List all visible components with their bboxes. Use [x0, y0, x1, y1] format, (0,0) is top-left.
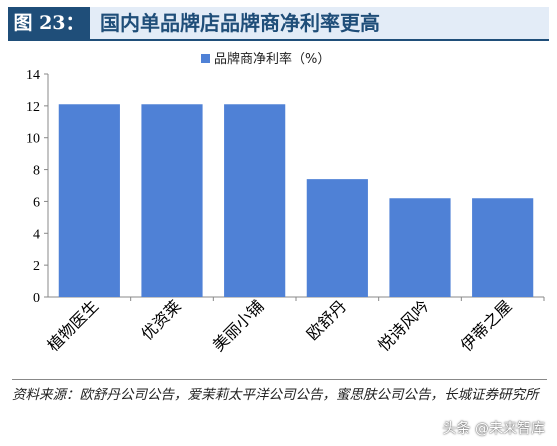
bar	[472, 198, 534, 297]
bar	[58, 104, 120, 297]
y-tick-label: 0	[33, 291, 40, 306]
bar	[389, 198, 451, 297]
y-tick-label: 10	[26, 132, 40, 147]
x-tick-label: 优资莱	[137, 296, 184, 343]
x-tick-label: 美丽小铺	[209, 296, 268, 355]
source-note: 资料来源：欧舒丹公司公告，爱茉莉太平洋公司公告，蜜思肤公司公告，长城证券研究所	[12, 379, 547, 408]
x-tick-label: 伊蒂之屋	[457, 296, 516, 355]
figure-title: 国内单品牌店品牌商净利率更高	[100, 11, 380, 35]
legend-swatch	[201, 54, 210, 63]
y-tick-label: 8	[33, 164, 40, 179]
y-tick-label: 12	[26, 100, 40, 115]
watermark: 头条 @未来智库	[442, 421, 545, 437]
bar	[306, 179, 368, 297]
bar-chart: 品牌商净利率（%） 0 2 4 6 8 10 12 14 植物医生 优资莱 美丽小铺 欧舒丹 悦诗风吟 伊蒂…	[26, 51, 545, 355]
y-tick-label: 6	[33, 195, 40, 210]
title-bar: 图 23： 国内单品牌店品牌商净利率更高	[8, 7, 549, 41]
legend-label: 品牌商净利率（%）	[214, 51, 330, 67]
bar	[224, 104, 286, 297]
y-tick-label: 4	[33, 227, 40, 242]
x-tick-label: 植物医生	[43, 296, 102, 355]
y-tick-label: 2	[33, 259, 40, 274]
figure-label: 图 23：	[8, 7, 90, 39]
x-tick-label: 悦诗风吟	[374, 296, 433, 355]
bar	[141, 104, 203, 297]
x-tick-label: 欧舒丹	[303, 296, 350, 343]
y-tick-label: 14	[26, 68, 40, 83]
